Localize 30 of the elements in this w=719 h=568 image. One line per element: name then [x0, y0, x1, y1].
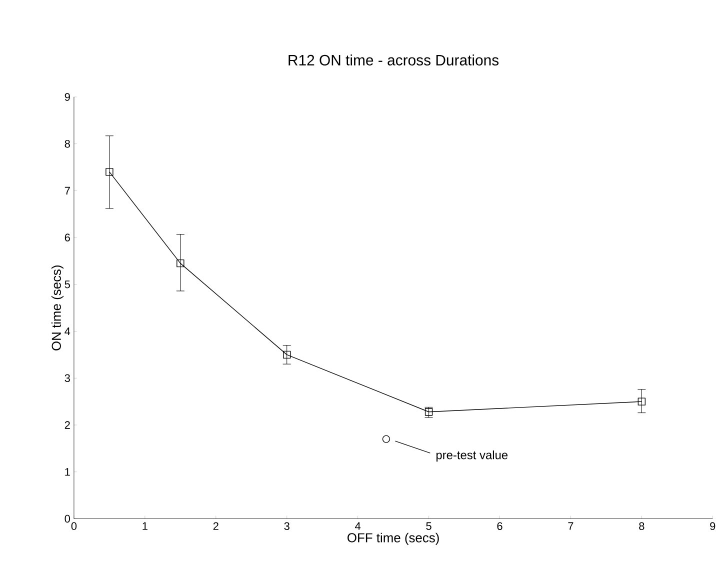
y-tick-label: 9: [64, 93, 70, 101]
x-tick-label: 9: [710, 522, 716, 530]
y-tick-label: 4: [64, 328, 70, 336]
x-axis-title: OFF time (secs): [348, 532, 439, 546]
chart-title: R12 ON time - across Durations: [288, 54, 499, 66]
y-tick-label: 1: [65, 468, 70, 476]
annotation: pre-test value: [436, 450, 508, 462]
x-tick-label: 4: [355, 522, 361, 530]
x-tick-label: 0: [71, 522, 77, 530]
y-tick-label: 6: [64, 234, 70, 242]
y-tick-label: 2: [64, 421, 70, 429]
point: [424, 408, 433, 416]
y-tick-label: 5: [64, 280, 70, 288]
point: [382, 435, 390, 444]
y-tick-label: 8: [64, 140, 70, 148]
x-tick-label: 7: [568, 522, 574, 530]
x-tick-label: 2: [213, 522, 218, 530]
point: [176, 260, 184, 268]
x-tick-label: 8: [639, 522, 644, 530]
y-axis-title: ON time (secs): [51, 266, 64, 351]
y-tick-label: 0: [64, 515, 70, 523]
y-tick-label: 3: [64, 374, 70, 382]
x-tick-label: 6: [497, 522, 502, 530]
x-tick-label: 3: [284, 522, 290, 530]
x-tick-label: 5: [426, 522, 432, 530]
x-tick-label: 1: [142, 522, 148, 530]
y-tick-label: 7: [64, 187, 70, 195]
point: [638, 398, 646, 406]
point: [283, 350, 291, 359]
point: [106, 168, 114, 176]
